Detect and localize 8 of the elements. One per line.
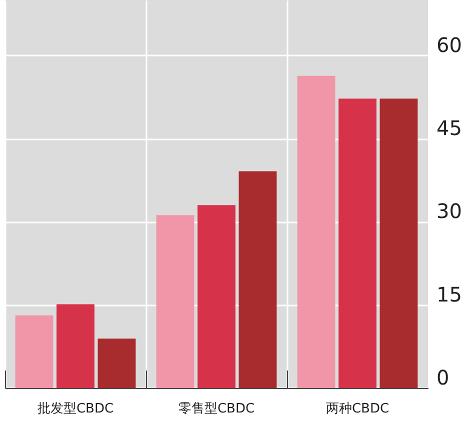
- y-tick-label: 60: [436, 32, 462, 57]
- y-tick-label: 0: [436, 366, 450, 390]
- y-tick-label: 30: [436, 199, 462, 224]
- y-tick-label: 15: [436, 282, 462, 306]
- y-tick-label: 45: [436, 116, 462, 140]
- x-tick-label: 零售型CBDC: [178, 402, 255, 416]
- x-tick-label: 批发型CBDC: [37, 402, 114, 416]
- x-tick-label: 两种CBDC: [326, 402, 390, 416]
